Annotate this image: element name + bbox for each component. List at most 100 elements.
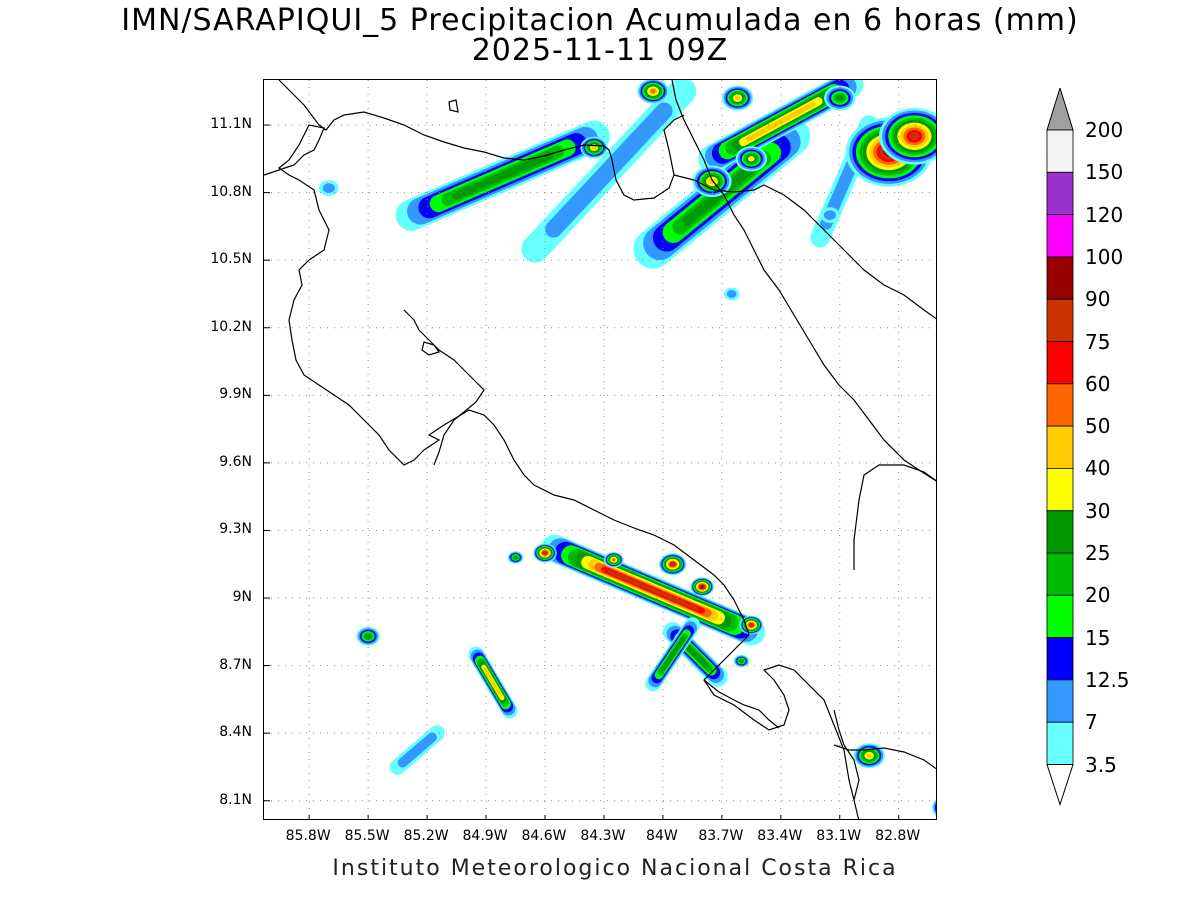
- precip-contour: [933, 800, 936, 815]
- precipitation-map[interactable]: [263, 79, 937, 820]
- precip-contour: [612, 558, 616, 562]
- lat-tick-label: 9.3N: [219, 521, 252, 538]
- panama-coast: [833, 744, 936, 770]
- colorbar-tick-label: 200: [1085, 118, 1124, 142]
- precip-contour: [823, 210, 836, 220]
- caribbean-coast: [671, 80, 936, 482]
- coastline-layer: [264, 80, 936, 819]
- colorbar-tick-label: 3.5: [1085, 752, 1117, 777]
- lake-island: [448, 99, 459, 113]
- precip-contour: [734, 95, 741, 101]
- precip-cell: [735, 146, 768, 172]
- colorbar-segment: [1046, 171, 1074, 216]
- lat-tick-label: 9N: [232, 589, 252, 606]
- precip-cell: [853, 743, 885, 769]
- precip-cell: [356, 626, 380, 646]
- colorbar-segment: [1046, 467, 1074, 512]
- map-canvas: [264, 80, 937, 819]
- colorbar-tick-label: 120: [1085, 202, 1124, 227]
- colorbar-tick-label: 50: [1085, 414, 1111, 439]
- precip-cell: [739, 615, 764, 635]
- colorbar-tick-label: 15: [1085, 625, 1111, 650]
- precipitation-layer: [319, 80, 937, 817]
- precip-contour: [745, 101, 816, 142]
- precip-contour: [726, 290, 737, 298]
- precip-contour: [483, 667, 503, 698]
- osa-peninsula: [703, 679, 780, 729]
- precip-contour: [607, 569, 699, 611]
- precip-contour: [739, 659, 744, 663]
- colorbar-segment: [1046, 383, 1074, 427]
- precip-contour: [934, 803, 936, 812]
- colorbar-segment: [1046, 637, 1074, 681]
- precip-cell: [507, 551, 524, 564]
- colorbar-tick-label: 7: [1085, 710, 1098, 735]
- lat-tick-label: 10.8N: [210, 183, 252, 200]
- colorbar-segment: [1046, 425, 1074, 469]
- precip-cell: [319, 180, 339, 196]
- lat-tick-label: 11.1N: [210, 116, 252, 133]
- lat-tick-label: 9.6N: [219, 453, 252, 470]
- precip-contour: [835, 94, 844, 102]
- precip-cell: [932, 798, 937, 817]
- lon-tick-label: 85.5W: [344, 828, 390, 844]
- lat-tick-label: 8.7N: [219, 656, 252, 673]
- precip-cell: [879, 108, 936, 165]
- precip-contour: [670, 562, 675, 566]
- precip-contour: [909, 132, 920, 141]
- precip-contour: [660, 637, 685, 672]
- precip-band-offshore-3: [389, 725, 445, 775]
- lon-tick-label: 82.8W: [875, 828, 921, 844]
- lon-tick-label: 84.9W: [462, 828, 508, 844]
- footer-credit: Instituto Meteorologico Nacional Costa R…: [332, 856, 898, 881]
- lon-tick-label: 85.8W: [285, 828, 331, 844]
- precip-contour: [322, 183, 335, 193]
- lon-tick-label: 84W: [646, 828, 678, 844]
- colorbar-tick-label: 20: [1085, 583, 1111, 608]
- lon-tick-label: 84.3W: [580, 828, 626, 844]
- lake-nicaragua-shore: [278, 80, 685, 201]
- colorbar-segment: [1046, 679, 1074, 723]
- chart-subtitle-date: 2025-11-11 09Z: [471, 33, 729, 68]
- lon-tick-label: 85.2W: [403, 828, 449, 844]
- pacific-coast-north: [264, 124, 860, 819]
- precip-contour: [866, 753, 873, 759]
- colorbar-segment: [1046, 721, 1074, 765]
- colorbar-segment: [1046, 552, 1074, 596]
- colorbar-tick-label: 12.5: [1085, 667, 1130, 692]
- precip-cell: [603, 551, 624, 568]
- precip-contour: [748, 156, 755, 162]
- lat-tick-label: 10.5N: [210, 251, 252, 268]
- lon-tick-label: 83.1W: [816, 828, 862, 844]
- precip-contour: [397, 732, 437, 768]
- precip-band-south-pacific: [541, 534, 766, 646]
- colorbar-under-arrow: [1046, 764, 1074, 807]
- colorbar-segment: [1046, 214, 1074, 258]
- colorbar-segment: [1046, 510, 1074, 554]
- colorbar-tick-label: 75: [1085, 329, 1111, 354]
- lat-tick-label: 10.2N: [210, 318, 252, 335]
- colorbar-tick-label: 40: [1085, 456, 1111, 481]
- lat-tick-label: 8.4N: [219, 724, 252, 741]
- colorbar-tick-label: 25: [1085, 541, 1111, 565]
- precip-cell: [820, 207, 840, 223]
- precip-cell: [658, 553, 687, 576]
- colorbar-tick-label: 90: [1085, 287, 1111, 312]
- precip-cell: [733, 654, 750, 668]
- colorbar-segment: [1046, 594, 1074, 638]
- precip-contour: [452, 151, 553, 200]
- precip-contour: [543, 551, 547, 555]
- precip-contour: [650, 89, 656, 94]
- precip-cell: [637, 80, 669, 104]
- gulf-of-nicoya: [403, 309, 485, 466]
- precip-cell: [824, 85, 856, 111]
- colorbar-segment: [1046, 341, 1074, 385]
- colorbar-tick-label: 100: [1085, 244, 1124, 269]
- colorbar-over-arrow: [1046, 88, 1074, 131]
- lon-tick-label: 83.7W: [698, 828, 744, 844]
- precip-cell: [580, 136, 608, 159]
- precip-band-offshore-1: [468, 646, 518, 719]
- colorbar-tick-label: 150: [1085, 160, 1124, 185]
- precip-contour: [591, 145, 597, 150]
- precip-contour: [936, 798, 937, 817]
